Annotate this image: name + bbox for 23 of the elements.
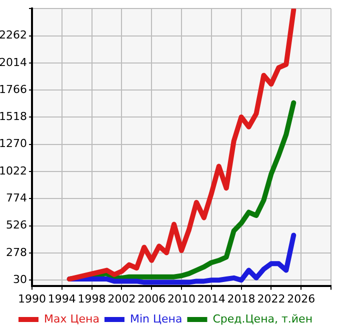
- x-tick-label: 1994: [48, 292, 76, 306]
- y-tick-label: 526: [6, 218, 27, 232]
- y-tick-label: 1270: [0, 137, 27, 150]
- x-tick-label: 2022: [257, 292, 286, 306]
- y-tick-label: 278: [6, 246, 27, 259]
- legend-label: Min Цена: [130, 312, 182, 326]
- y-tick-label: 2014: [0, 56, 27, 69]
- x-tick-label: 2010: [168, 292, 196, 306]
- x-tick-label: 1998: [78, 292, 106, 306]
- x-tick-label: 2014: [197, 292, 226, 306]
- y-tick-label: 2262: [0, 28, 27, 42]
- y-tick-label: 1022: [0, 164, 27, 178]
- x-tick-label: 2002: [108, 292, 136, 306]
- legend-label: Сред.Цена, т.йен: [212, 312, 313, 326]
- y-tick-label: 774: [6, 192, 27, 205]
- legend-label: Max Цена: [44, 312, 100, 326]
- y-tick-label: 1766: [0, 82, 27, 96]
- x-tick-label: 1990: [18, 292, 46, 306]
- x-tick-label: 2006: [138, 292, 166, 306]
- y-tick-label: 1518: [0, 110, 27, 124]
- y-tick-label: 30: [13, 272, 27, 286]
- x-tick-label: 2018: [227, 292, 256, 306]
- x-tick-label: 2026: [287, 292, 316, 306]
